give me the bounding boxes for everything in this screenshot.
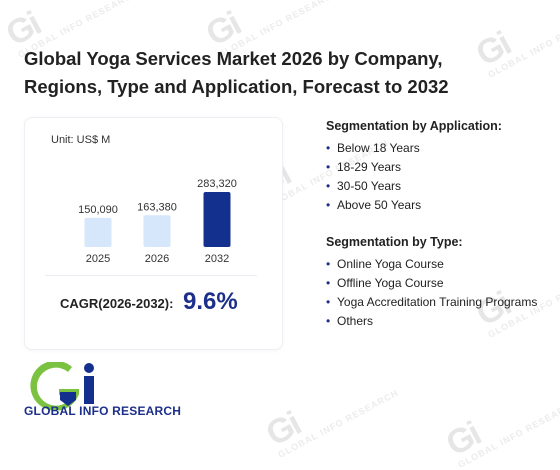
list-item: • 30-50 Years [326,177,546,196]
bullet-icon: • [326,295,331,309]
bullet-icon: • [326,141,331,155]
list-item: • Offline Yoga Course [326,274,546,293]
segmentation-type: Segmentation by Type: • Online Yoga Cours… [326,235,546,331]
list-item: • Online Yoga Course [326,255,546,274]
bullet-icon: • [326,160,331,174]
segmentation-type-heading: Segmentation by Type: [326,235,463,249]
bullet-icon: • [326,314,331,328]
category-label: 2025 [86,253,110,265]
data-label: 283,320 [197,178,237,190]
unit-label: Unit: US$ M [51,134,111,146]
segmentation-application-heading: Segmentation by Application: [326,119,502,133]
cagr-value: 9.6% [183,288,238,315]
bar-2032 [203,192,231,247]
page-title: Global Yoga Services Market 2026 by Comp… [24,48,449,97]
bar-2025 [84,217,112,247]
list-item: • Above 50 Years [326,196,546,215]
type-list: • Online Yoga Course • Offline Yoga Course… [326,255,546,331]
list-item: • Others [326,312,546,331]
bullet-icon: • [326,257,331,271]
application-list: • Below 18 Years • 18-29 Years • 30-50 Year… [326,139,546,215]
bar-chart: 150,090 2025 163,380 2026 283,320 2032 [78,178,237,265]
cagr-label: CAGR(2026-2032): [60,296,174,311]
bullet-icon: • [326,179,331,193]
market-card: Unit: US$ M 150,090 2025 163,380 2026 283,32… [24,117,283,350]
logo-text: GLOBAL INFO RESEARCH [24,404,182,418]
list-item: • Yoga Accreditation Training Programs [326,293,546,312]
divider [45,275,257,276]
data-label: 150,090 [78,204,118,216]
segmentation-application: Segmentation by Application: • Below 18 Y… [326,119,546,215]
data-label: 163,380 [137,201,177,213]
bullet-icon: • [326,276,331,290]
bullet-icon: • [326,198,331,212]
category-label: 2026 [145,253,169,265]
logo-mark-icon [30,362,94,411]
list-item: • Below 18 Years [326,139,546,158]
category-label: 2032 [205,253,229,265]
list-item: • 18-29 Years [326,158,546,177]
bar-2026 [143,215,171,247]
company-logo [30,362,94,411]
